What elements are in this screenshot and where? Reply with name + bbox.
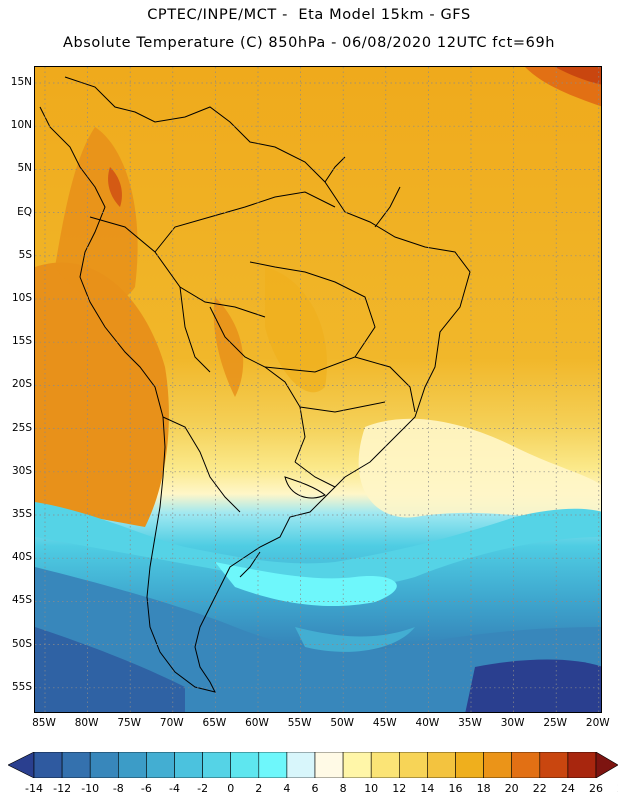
colorbar-tick-label: 14 (420, 782, 435, 795)
colorbar-swatch (202, 752, 232, 778)
longitude-label: 85W (32, 717, 56, 729)
colorbar-tick-label: -8 (112, 782, 124, 795)
longitude-label: 75W (117, 717, 142, 729)
latitude-label: 5N (17, 162, 32, 175)
latitude-label: 20S (11, 378, 32, 391)
colorbar-tick-label: -4 (169, 782, 180, 795)
longitude-label: 70W (159, 717, 184, 729)
latitude-label: 25S (11, 421, 32, 434)
cool-patches (35, 418, 601, 712)
longitude-label: 25W (543, 717, 568, 729)
latitude-label: 10N (10, 119, 32, 132)
coastlines (39, 76, 471, 693)
colorbar-swatch (314, 752, 344, 778)
model-title: CPTEC/INPE/MCT - Eta Model 15km - GFS (147, 7, 471, 23)
colorbar-tick-label: -10 (81, 782, 100, 795)
colorbar-swatch (398, 752, 428, 778)
colorbar-tick-label: 24 (560, 782, 575, 795)
colorbar-swatch (118, 752, 147, 778)
longitude-label: 60W (245, 717, 269, 729)
longitude-label: 65W (202, 717, 227, 729)
field-title: Absolute Temperature (C) 850hPa - 06/08/… (62, 35, 556, 51)
latitude-label: 15N (10, 76, 32, 88)
colorbar-tick-label: 12 (392, 782, 407, 795)
latitude-label: 35S (11, 508, 32, 520)
colorbar-max-triangle (595, 752, 618, 778)
latitude-label: 45S (11, 594, 32, 607)
colorbar-tick-label: 20 (504, 782, 519, 795)
colorbar-tick-label: 0 (227, 782, 235, 795)
colorbar-swatch (455, 752, 484, 778)
colorbar-tick-label: 26 (589, 782, 603, 795)
latitude-label: 40S (11, 551, 32, 564)
colorbar-tick-label: 2 (255, 782, 263, 795)
longitude-label: 30W (500, 717, 525, 729)
longitude-label: 20W (585, 717, 610, 729)
lat-lon-grid (35, 67, 601, 712)
colorbar-swatch (146, 752, 175, 778)
colorbar-tick-label: 18 (476, 782, 491, 795)
colorbar-tick-label: -6 (140, 782, 152, 795)
colorbar-tick-label: -14 (25, 782, 43, 795)
temperature-colorbar (8, 752, 618, 778)
temperature-map (34, 66, 602, 713)
colorbar-swatch (33, 752, 63, 778)
colorbar-tick-label: 6 (311, 782, 319, 795)
colorbar-tick-label: 16 (448, 782, 463, 795)
colorbar-swatch (230, 752, 260, 778)
latitude-label: 5S (18, 248, 32, 261)
colorbar-swatch (342, 752, 372, 778)
latitude-label: 50S (11, 637, 32, 650)
latitude-label: 30S (11, 464, 32, 477)
colorbar-tick-label: 10 (364, 782, 379, 795)
colorbar-min-triangle (8, 752, 35, 778)
longitude-label: 55W (287, 717, 312, 729)
colorbar-swatch (483, 752, 513, 778)
colorbar-swatch (567, 752, 597, 778)
colorbar-swatch (61, 752, 91, 778)
colorbar-swatch (370, 752, 400, 778)
colorbar-swatch (258, 752, 288, 778)
colorbar-swatch (286, 752, 316, 778)
longitude-label: 45W (372, 717, 397, 729)
longitude-label: 35W (458, 717, 482, 729)
colorbar-tick-label: 4 (283, 782, 291, 795)
longitude-label: 40W (415, 717, 440, 729)
colorbar-swatch (174, 752, 203, 778)
warm-patches (35, 67, 601, 527)
latitude-label: 10S (11, 292, 32, 304)
latitude-label: 55S (11, 680, 32, 693)
longitude-label: 80W (74, 717, 99, 729)
colorbar-swatch (89, 752, 119, 778)
colorbar-swatch (511, 752, 541, 778)
colorbar-tick-label: 22 (532, 782, 547, 795)
colorbar-tick-label: 8 (339, 782, 347, 795)
latitude-label: EQ (17, 205, 32, 218)
latitude-label: 15S (11, 335, 32, 348)
colorbar-swatch (427, 752, 456, 778)
colorbar-tick-label: -12 (53, 782, 72, 795)
colorbar-swatch (539, 752, 569, 778)
colorbar-tick-label: -2 (197, 782, 209, 795)
longitude-label: 50W (330, 717, 355, 729)
